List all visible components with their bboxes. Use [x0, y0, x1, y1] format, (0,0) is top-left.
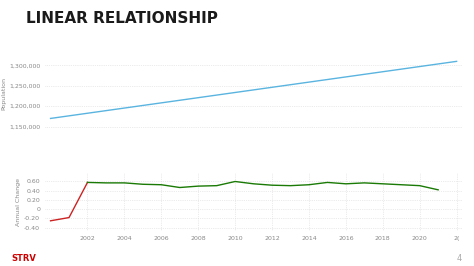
Text: LINEAR RELATIONSHIP: LINEAR RELATIONSHIP — [26, 11, 218, 26]
Y-axis label: Population: Population — [1, 77, 6, 110]
Text: STRV: STRV — [12, 254, 36, 263]
Text: 4: 4 — [457, 254, 462, 263]
Y-axis label: Annual Change: Annual Change — [17, 178, 21, 226]
